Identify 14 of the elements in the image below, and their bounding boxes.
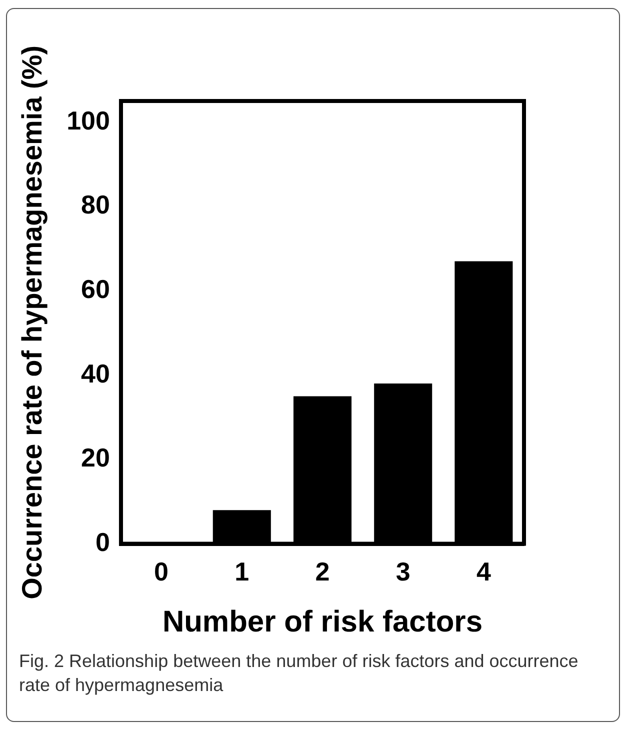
x-axis-title: Number of risk factors <box>162 605 483 638</box>
y-tick-label: 0 <box>96 526 110 557</box>
caption: Fig. 2 Relationship between the number of risk factors and occurrence rate of hypermagnesemia <box>19 650 580 698</box>
y-tick-label: 60 <box>81 274 110 304</box>
x-tick-label: 0 <box>154 556 169 587</box>
x-tick-label: 3 <box>396 556 410 587</box>
x-tick-label: 1 <box>234 556 250 587</box>
x-tick-label: 2 <box>315 556 330 587</box>
y-tick-label: 80 <box>81 190 110 220</box>
y-axis-title: Occurrence rate of hypermagnesemia (%) <box>16 45 48 600</box>
y-tick-label: 100 <box>66 105 110 136</box>
y-tick-label: 40 <box>81 358 110 388</box>
y-tick-label: 20 <box>81 442 110 473</box>
x-tick-label: 4 <box>476 556 492 587</box>
